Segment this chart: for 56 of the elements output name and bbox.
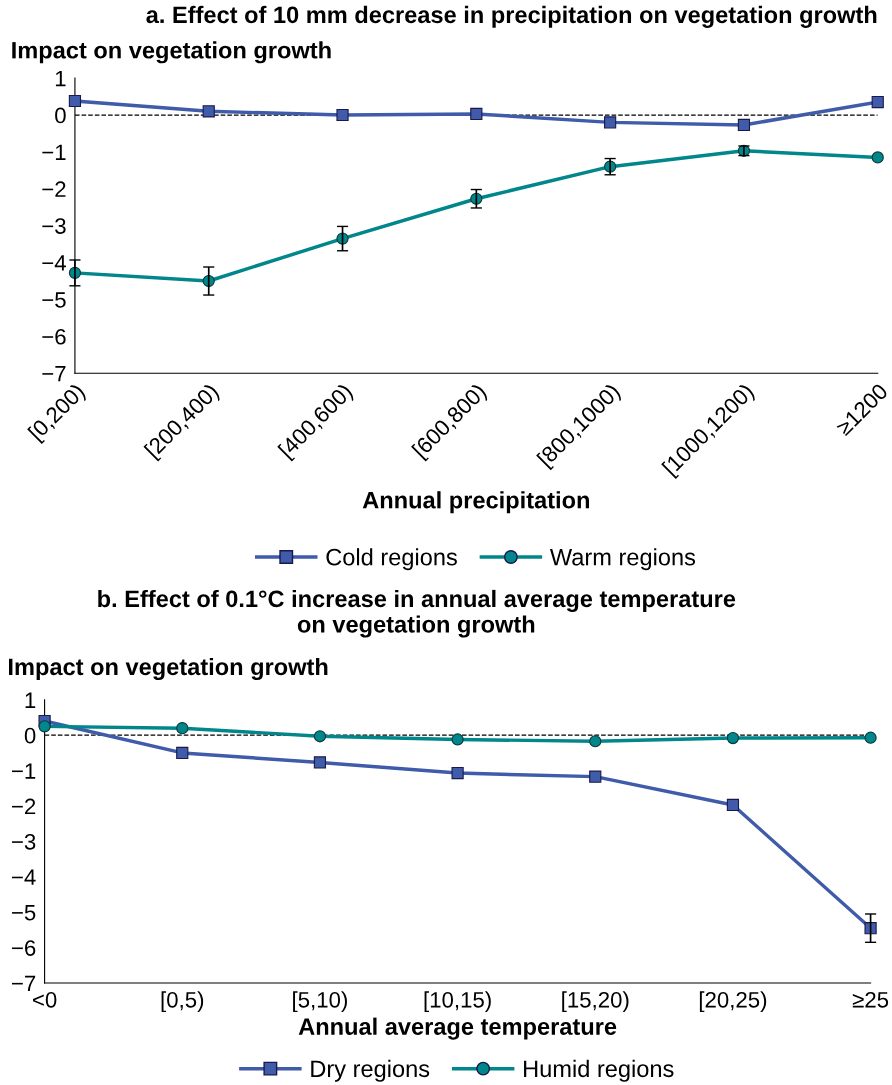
y-tick-label: −7 [42, 366, 66, 382]
y-tick-label: −3 [42, 218, 66, 234]
x-tick-label: [15,20) [562, 991, 629, 1013]
x-axis-title: Annual precipitation [362, 491, 589, 514]
y-tick-label: −3 [12, 833, 36, 850]
point [313, 730, 327, 743]
x-tick-label: [20,25) [699, 991, 767, 1013]
x-axis-title: Annual average temperature [298, 1017, 617, 1040]
y-tick-label: 0 [55, 107, 66, 124]
y-axis-title: Impact on vegetation growth [12, 41, 331, 64]
point [871, 151, 884, 164]
y-tick-label: −2 [42, 181, 66, 197]
point [726, 798, 740, 812]
point [336, 108, 349, 122]
y-tick-label: −5 [12, 904, 36, 921]
point [451, 733, 464, 746]
point [726, 731, 740, 745]
y-tick-label: 1 [25, 692, 36, 708]
point [737, 118, 751, 132]
legend-label: Humid regions [524, 1059, 674, 1082]
point [68, 94, 82, 108]
point [313, 756, 327, 769]
y-tick-label: −1 [42, 144, 66, 160]
y-tick-label: −4 [12, 869, 36, 885]
x-tick-label: <0 [33, 991, 57, 1008]
point [589, 735, 602, 748]
legend-label: Warm regions [549, 548, 696, 571]
y-tick-label: −6 [12, 940, 36, 956]
x-tick-label: [0,5) [161, 991, 204, 1013]
point [176, 746, 189, 760]
y-tick-label: −1 [12, 763, 36, 779]
chart-title: b. Effect of 0.1°C increase in annual average temperature on vegetation growth [98, 589, 736, 638]
y-tick-label: −5 [42, 292, 66, 308]
y-tick-label: −2 [12, 798, 36, 815]
y-tick-label: −6 [42, 328, 66, 345]
y-tick-label: 0 [24, 727, 36, 744]
y-tick-label: 1 [55, 70, 66, 87]
point [451, 766, 464, 780]
y-axis-title: Impact on vegetation growth [9, 657, 328, 680]
x-tick-label: ≥25 [852, 991, 889, 1008]
point [604, 116, 617, 129]
legend-label: Dry regions [311, 1059, 430, 1082]
point [202, 105, 215, 118]
x-tick-label: [5,10) [293, 991, 347, 1013]
x-tick-label: [10,15) [424, 991, 491, 1013]
point [470, 107, 483, 121]
point [176, 722, 189, 735]
point [864, 922, 877, 935]
point [871, 95, 884, 109]
chart-title: a. Effect of 10 mm decrease in precipitation on vegetation growth [146, 5, 877, 28]
point [38, 720, 51, 733]
legend-label: Cold regions [326, 548, 457, 571]
point [864, 731, 877, 744]
point [589, 770, 602, 783]
y-tick-label: −4 [42, 255, 66, 271]
y-tick-label: −7 [12, 975, 36, 992]
